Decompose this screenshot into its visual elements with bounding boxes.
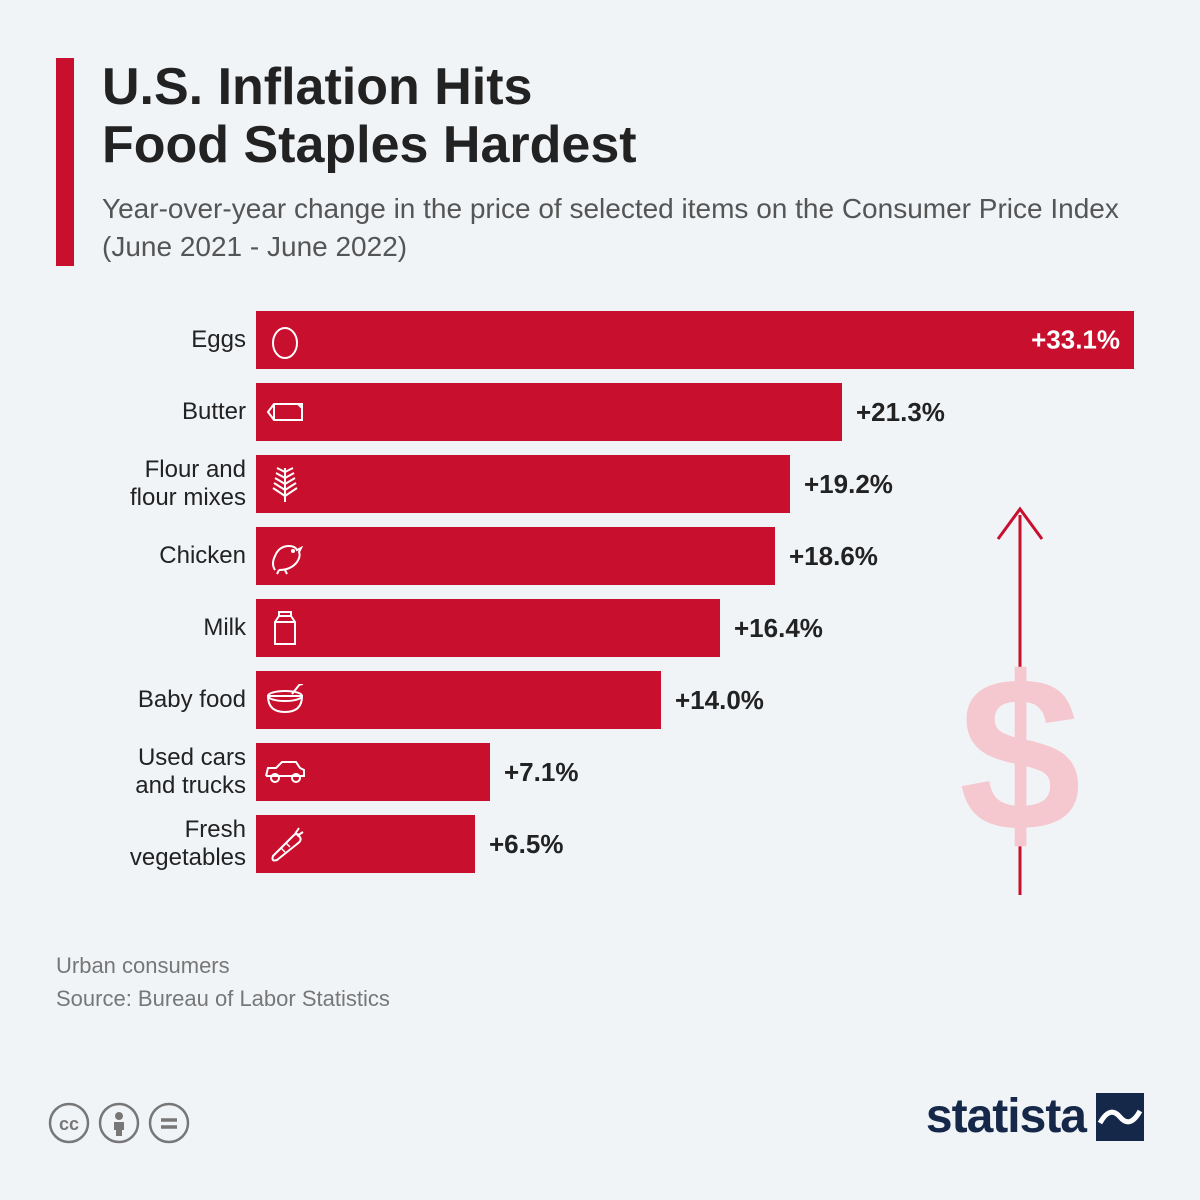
egg-icon: [256, 311, 314, 369]
bar-value: +33.1%: [1031, 325, 1120, 356]
bar-value: +19.2%: [804, 469, 893, 500]
milk-icon: [256, 599, 314, 657]
chart-subtitle: Year-over-year change in the price of se…: [102, 190, 1144, 266]
bar-value: +7.1%: [504, 757, 578, 788]
bar: [314, 671, 661, 729]
wheat-icon: [256, 455, 314, 513]
bar: [314, 599, 720, 657]
accent-bar: [56, 58, 74, 266]
chart-row: Flour andflour mixes +19.2%: [86, 448, 1144, 520]
bar: [314, 527, 775, 585]
footer-note-source: Source: Bureau of Labor Statistics: [56, 986, 390, 1011]
nd-icon: [148, 1102, 190, 1144]
header: U.S. Inflation Hits Food Staples Hardest…: [56, 58, 1144, 266]
bar-label: Eggs: [86, 326, 256, 354]
bar-value: +18.6%: [789, 541, 878, 572]
bar-chart: Eggs +33.1% Butter +21.3% Flour andflour…: [56, 304, 1144, 880]
bar: [314, 743, 490, 801]
carrot-icon: [256, 815, 314, 873]
bar-value: +21.3%: [856, 397, 945, 428]
bar-label: Flour andflour mixes: [86, 456, 256, 511]
chart-row: Baby food +14.0%: [86, 664, 1144, 736]
chart-row: Fresh vegetables +6.5%: [86, 808, 1144, 880]
bar-label: Milk: [86, 614, 256, 642]
cc-icon: cc: [48, 1102, 90, 1144]
bar: [314, 815, 475, 873]
chicken-icon: [256, 527, 314, 585]
bar: [314, 455, 790, 513]
bar-label: Fresh vegetables: [86, 816, 256, 871]
by-icon: [98, 1102, 140, 1144]
bar-value: +14.0%: [675, 685, 764, 716]
cc-license-icons: cc: [48, 1102, 190, 1144]
chart-row: Butter +21.3%: [86, 376, 1144, 448]
chart-row: Chicken +18.6%: [86, 520, 1144, 592]
bar-label: Baby food: [86, 686, 256, 714]
chart-title: U.S. Inflation Hits Food Staples Hardest: [102, 58, 1144, 174]
bar: [314, 383, 842, 441]
title-line-2: Food Staples Hardest: [102, 116, 637, 174]
chart-row: Used carsand trucks +7.1%: [86, 736, 1144, 808]
bar: +33.1%: [314, 311, 1134, 369]
statista-logo: statista: [926, 1089, 1144, 1144]
bar-label: Chicken: [86, 542, 256, 570]
bar-label: Butter: [86, 398, 256, 426]
bar-label: Used carsand trucks: [86, 744, 256, 799]
footer-note: Urban consumers Source: Bureau of Labor …: [56, 949, 390, 1015]
bar-value: +16.4%: [734, 613, 823, 644]
bowl-icon: [256, 671, 314, 729]
car-icon: [256, 743, 314, 801]
title-line-1: U.S. Inflation Hits: [102, 58, 532, 116]
chart-row: Milk +16.4%: [86, 592, 1144, 664]
statista-wave-icon: [1096, 1093, 1144, 1141]
bar-value: +6.5%: [489, 829, 563, 860]
footer-note-consumers: Urban consumers: [56, 953, 230, 978]
butter-icon: [256, 383, 314, 441]
statista-text: statista: [926, 1089, 1086, 1144]
chart-row: Eggs +33.1%: [86, 304, 1144, 376]
svg-text:cc: cc: [59, 1114, 79, 1134]
